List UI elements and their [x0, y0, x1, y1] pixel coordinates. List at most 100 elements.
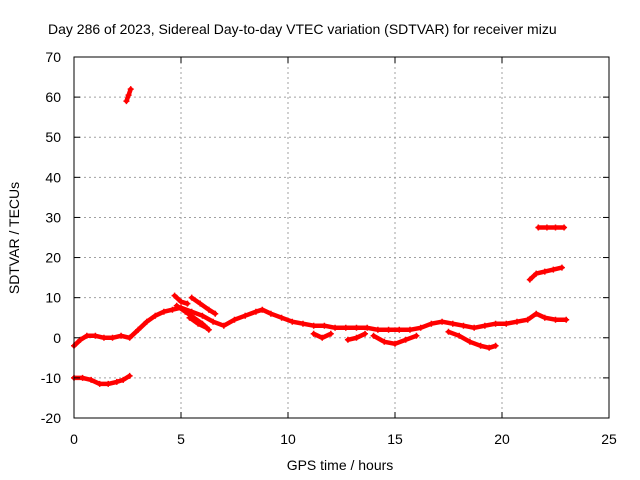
data-point — [513, 318, 520, 325]
data-point — [439, 318, 446, 325]
data-point — [381, 338, 388, 345]
data-point — [541, 268, 548, 275]
data-point — [83, 332, 90, 339]
data-point — [173, 302, 180, 309]
y-tick-label: 50 — [45, 129, 61, 145]
data-point — [152, 312, 159, 319]
data-point — [79, 374, 86, 381]
y-tick-label: 0 — [53, 330, 61, 346]
data-point — [212, 310, 219, 317]
data-point — [100, 334, 107, 341]
data-point — [310, 322, 317, 329]
data-point — [543, 224, 550, 231]
data-point — [445, 328, 452, 335]
data-point — [127, 86, 134, 93]
data-point — [252, 308, 259, 315]
data-point — [210, 318, 217, 325]
data-point — [392, 340, 398, 347]
data-point — [123, 98, 130, 105]
data-point — [364, 324, 371, 331]
data-point — [456, 332, 463, 339]
data-point — [289, 318, 296, 325]
data-point — [299, 320, 306, 327]
data-point — [342, 324, 349, 331]
data-point — [561, 224, 568, 231]
x-tick-label: 10 — [280, 431, 296, 447]
data-point — [195, 320, 202, 327]
data-point — [413, 332, 420, 339]
data-point — [109, 334, 116, 341]
data-point — [310, 330, 317, 337]
y-tick-label: -20 — [41, 410, 61, 426]
data-point — [353, 324, 360, 331]
data-point — [220, 322, 227, 329]
chart-title: Day 286 of 2023, Sidereal Day-to-day VTE… — [48, 21, 557, 37]
x-axis-label: GPS time / hours — [287, 457, 394, 473]
x-tick-label: 5 — [177, 431, 185, 447]
data-point — [178, 298, 184, 305]
series-trace — [71, 305, 569, 349]
data-point — [558, 264, 565, 271]
data-point — [492, 320, 499, 327]
data-point — [186, 314, 193, 321]
y-tick-label: 20 — [45, 250, 61, 266]
data-point — [231, 316, 238, 323]
data-point — [203, 324, 210, 331]
x-tick-label: 15 — [387, 431, 403, 447]
axis-ticks — [73, 56, 610, 419]
data-point — [460, 322, 467, 329]
data-point — [471, 324, 478, 331]
data-point — [327, 330, 334, 337]
y-tick-label: 70 — [45, 49, 61, 65]
data-point — [332, 324, 339, 331]
data-point — [205, 306, 212, 313]
data-point — [402, 336, 409, 343]
data-point — [344, 336, 351, 343]
data-point — [374, 326, 381, 333]
data-point — [188, 294, 195, 301]
data-point — [77, 336, 84, 343]
data-point — [88, 376, 95, 383]
data-point — [113, 378, 120, 385]
data-point — [160, 308, 167, 315]
data-point — [126, 334, 133, 341]
y-tick-label: 30 — [45, 209, 61, 225]
data-point — [486, 344, 493, 351]
x-tick-label: 20 — [494, 431, 510, 447]
data-point — [353, 334, 360, 341]
data-point — [118, 332, 125, 339]
data-point — [171, 292, 178, 299]
x-tick-label: 25 — [601, 431, 617, 447]
data-point — [481, 322, 488, 329]
data-point — [143, 318, 150, 325]
data-point — [449, 320, 456, 327]
data-point — [370, 332, 377, 339]
tick-labels: 0 5 10 15 20 25 -20 -10 0 10 20 30 40 50 60 70 — [41, 49, 617, 447]
data-point — [417, 324, 424, 331]
data-point — [428, 320, 435, 327]
data-point — [362, 330, 369, 337]
data-point — [182, 308, 189, 315]
data-point — [533, 310, 540, 317]
data-point — [319, 334, 326, 341]
data-point — [259, 306, 266, 313]
data-point — [477, 342, 484, 349]
data-point — [526, 276, 533, 283]
data-point — [552, 224, 559, 231]
y-tick-label: 10 — [45, 290, 61, 306]
data-point — [321, 322, 328, 329]
data-point — [550, 266, 557, 273]
data-point — [541, 314, 548, 321]
data-point — [563, 316, 570, 323]
data-point — [184, 300, 191, 307]
data-point — [385, 326, 392, 333]
data-point — [552, 316, 559, 323]
plot-frame — [73, 56, 610, 419]
data-point — [126, 372, 133, 379]
x-tick-label: 0 — [70, 431, 78, 447]
data-point — [396, 326, 403, 333]
data-traces — [71, 86, 570, 387]
data-point — [135, 326, 142, 333]
y-axis-label: SDTVAR / TECUs — [6, 182, 22, 294]
